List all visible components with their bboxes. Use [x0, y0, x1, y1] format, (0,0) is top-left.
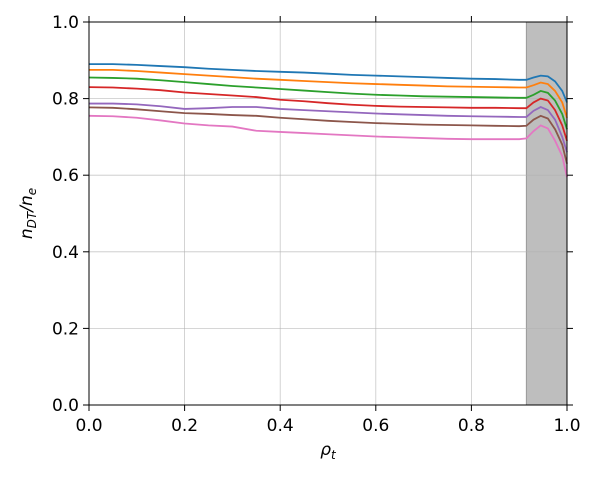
y-tick-label: 0.2 — [52, 319, 79, 339]
y-axis-label-part: DT — [25, 210, 39, 228]
data-line — [89, 68, 568, 119]
x-tick-label: 0.2 — [171, 416, 198, 436]
y-tick-label: 0.4 — [52, 243, 79, 263]
data-line — [89, 63, 568, 103]
x-tick-label: 0.8 — [458, 416, 485, 436]
data-line — [88, 106, 568, 164]
x-tick-label: 0.4 — [267, 416, 294, 436]
plot-frame — [88, 21, 568, 406]
x-axis-label-part: ρ — [320, 440, 331, 460]
y-tick-label: 0.0 — [52, 396, 79, 416]
x-tick-label: 1.0 — [553, 416, 580, 436]
data-line — [88, 114, 568, 178]
x-tick-label: 0.0 — [75, 416, 102, 436]
shaded-region — [525, 21, 568, 406]
y-axis-label-part: n — [17, 228, 37, 239]
y-axis-label-part: /n — [17, 195, 37, 214]
y-tick-label: 1.0 — [52, 13, 79, 33]
x-axis-label: ρt — [320, 440, 337, 462]
x-tick-label: 0.6 — [362, 416, 389, 436]
data-line — [88, 86, 568, 141]
y-tick-label: 0.6 — [52, 166, 79, 186]
y-axis-label: nDT/ne — [17, 188, 39, 239]
x-axis-label-part: t — [331, 448, 337, 462]
y-axis-label-part: e — [25, 188, 39, 195]
data-line — [89, 102, 568, 153]
y-tick-label: 0.8 — [52, 90, 79, 110]
data-line — [88, 76, 568, 130]
